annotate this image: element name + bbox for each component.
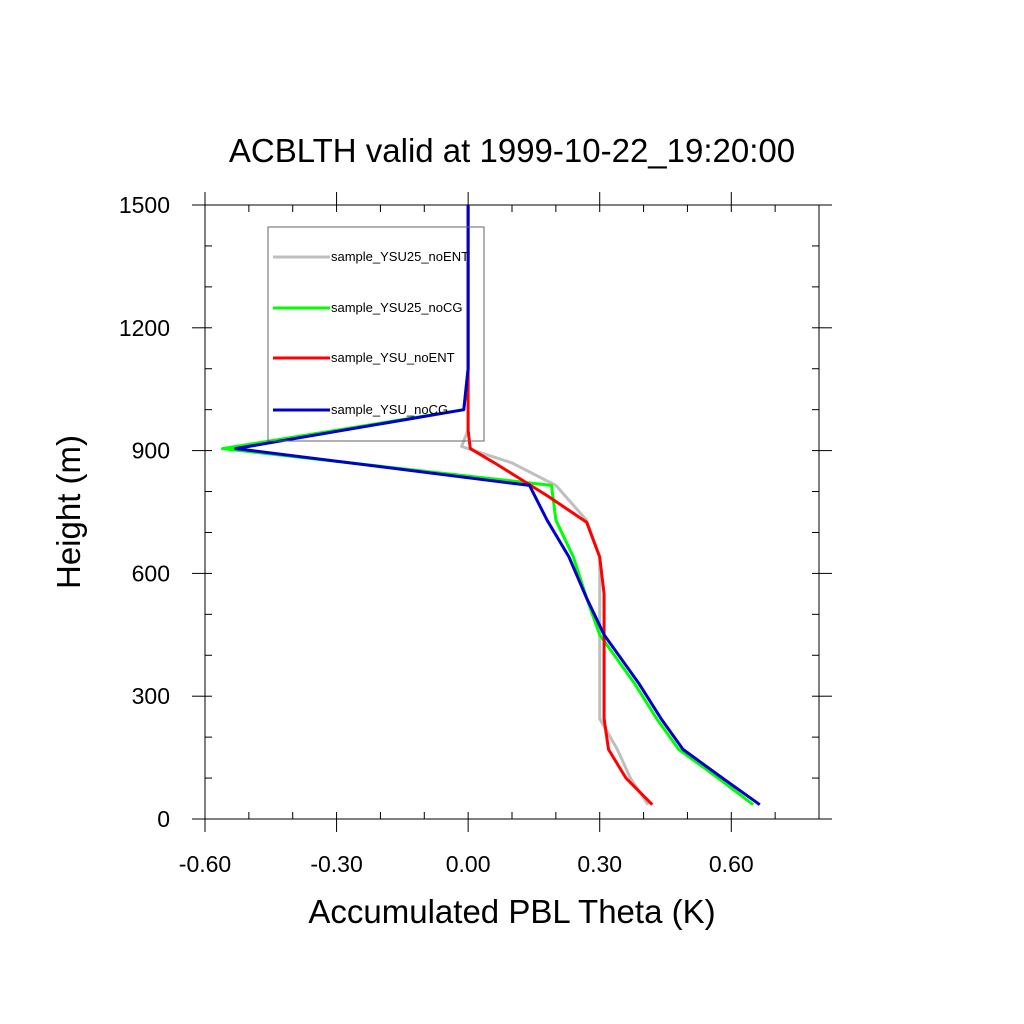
series-line — [221, 205, 755, 806]
y-tick-label: 600 — [132, 560, 170, 586]
y-tick-label: 1500 — [119, 192, 170, 218]
x-tick-label: 0.30 — [577, 851, 622, 877]
legend-label: sample_YSU_noENT — [331, 350, 455, 365]
y-tick-label: 900 — [132, 438, 170, 464]
legend: sample_YSU25_noENT sample_YSU25_noCGsampl… — [267, 226, 485, 442]
legend-label: sample_YSU_noCG — [331, 402, 448, 417]
series-line — [234, 205, 761, 806]
y-tick-label: 0 — [157, 806, 170, 832]
x-tick-label: -0.30 — [310, 851, 362, 877]
legend-label: sample_YSU25_noCG — [331, 300, 463, 315]
y-tick-label: 1200 — [119, 315, 170, 341]
series-lines — [221, 205, 761, 806]
chart-title: ACBLTH valid at 1999-10-22_19:20:00 — [229, 132, 795, 169]
x-tick-label: 0.60 — [709, 851, 754, 877]
x-axis-label: Accumulated PBL Theta (K) — [308, 893, 715, 930]
y-tick-label: 300 — [132, 683, 170, 709]
x-tick-label: 0.00 — [446, 851, 491, 877]
x-tick-label: -0.60 — [179, 851, 231, 877]
legend-box — [267, 226, 485, 442]
series-line — [466, 205, 654, 806]
legend-label: sample_YSU25_noENT — [331, 249, 469, 264]
tick-labels: -0.60 -0.30 0.00 0.30 0.60 0 300 600 900 1200 1500 — [119, 192, 754, 877]
plot-frame — [204, 204, 820, 820]
axis-ticks — [192, 192, 832, 832]
y-axis-label: Height (m) — [50, 435, 87, 589]
